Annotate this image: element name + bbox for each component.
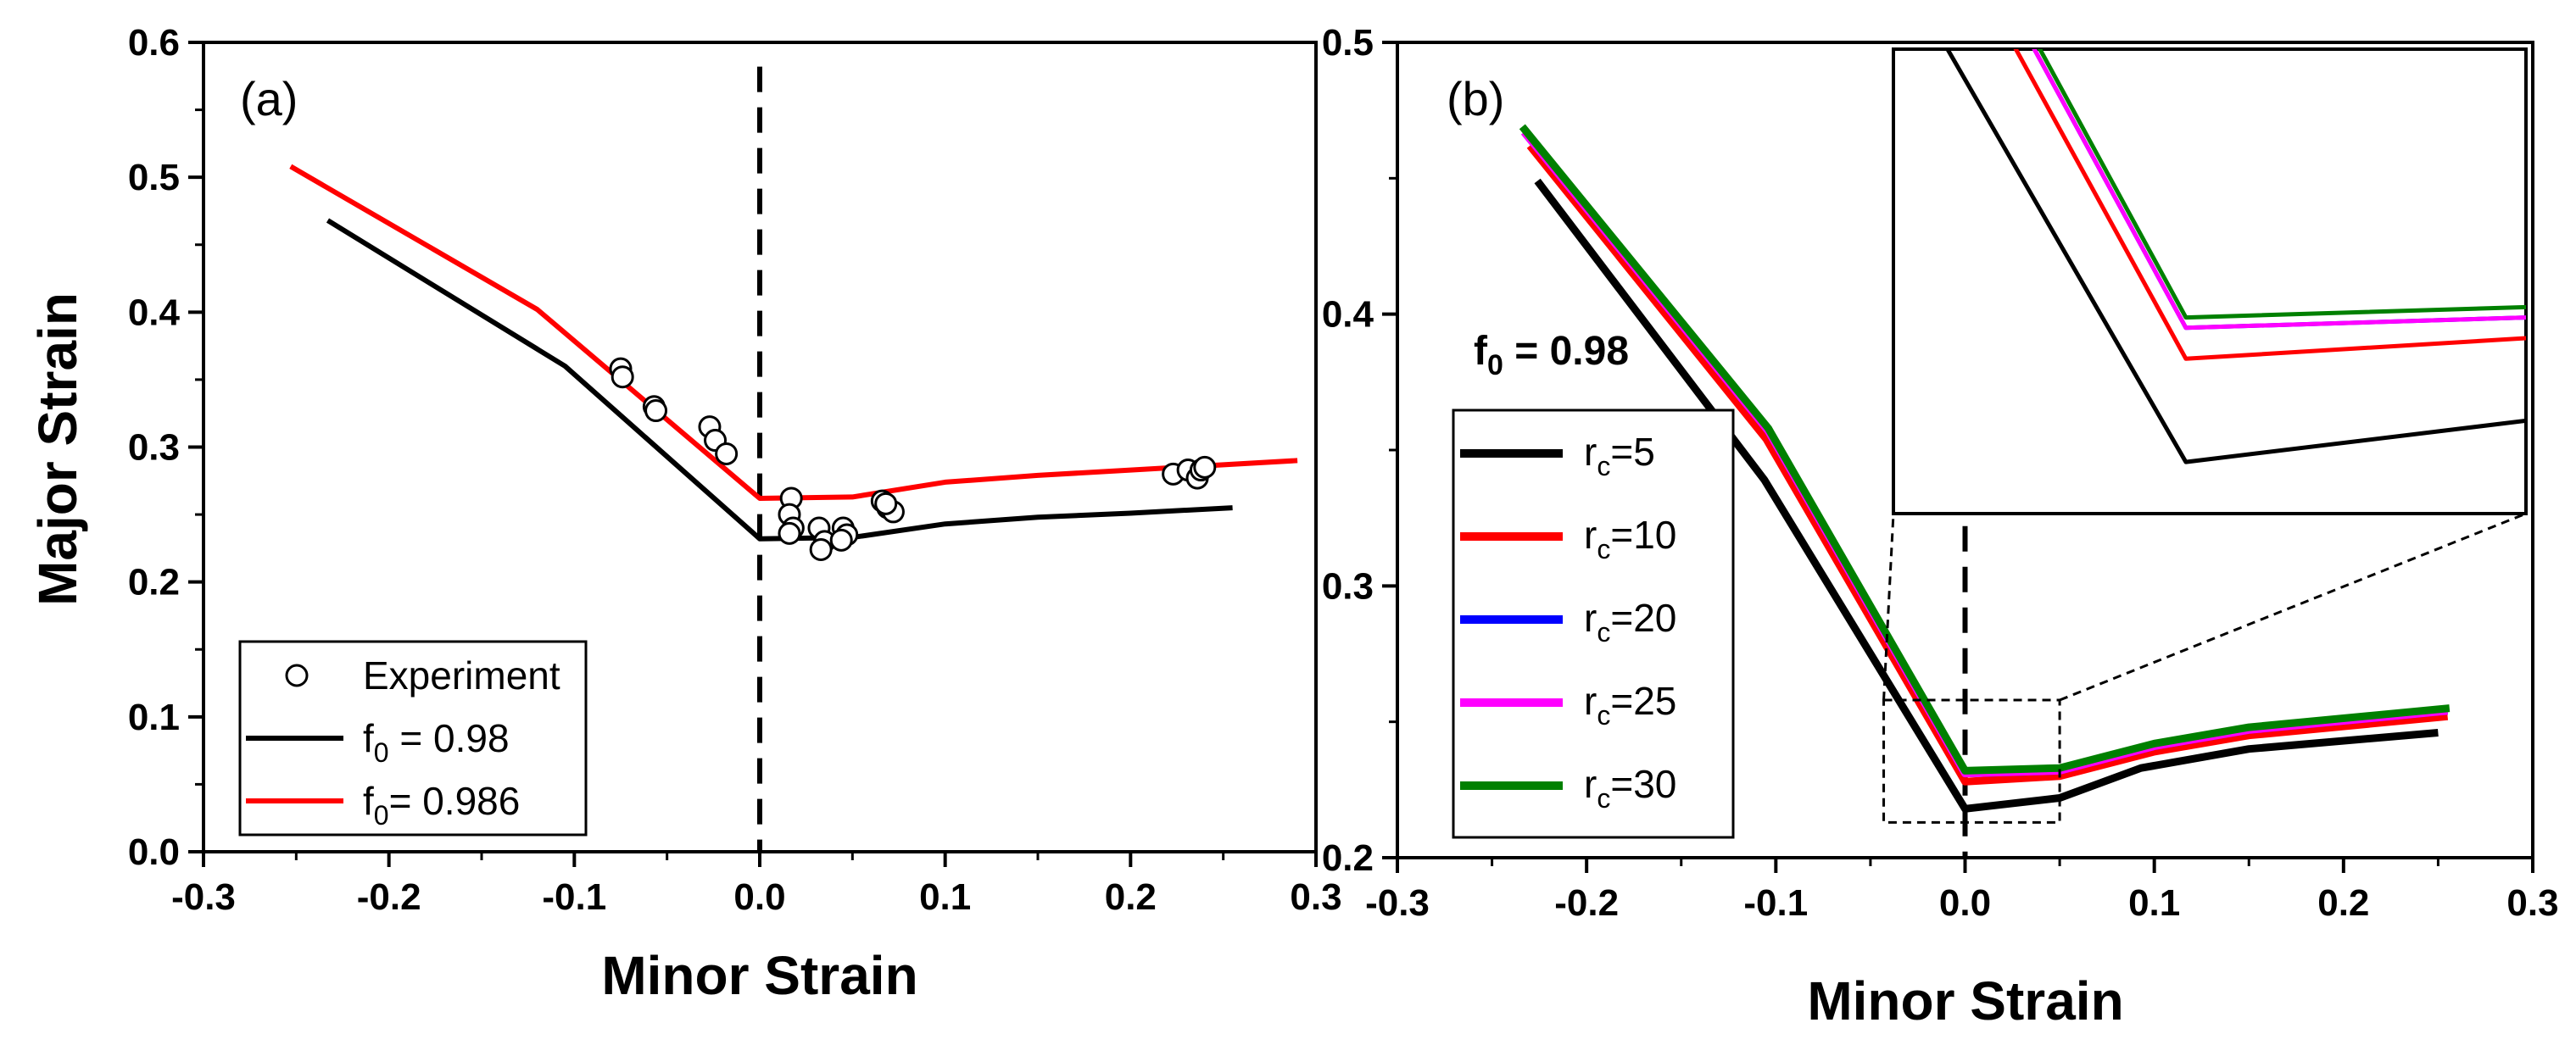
panel-a-series-line: [289, 164, 1298, 501]
f0-annotation-value: = 0.98: [1503, 329, 1629, 374]
panel-a-x-tick-label: 0.1: [919, 876, 971, 918]
legend-experiment-marker: [285, 664, 309, 687]
panel-b-x-tick-label: 0.0: [1939, 882, 1991, 924]
panel-a-plot-area: [289, 66, 1298, 852]
panel-a-x-tick-label: 0.2: [1105, 876, 1157, 918]
panel-b-x-ticks: -0.3 -0.2 -0.1 0.0 0.1 0.2 0.3: [1365, 858, 2559, 924]
legend-entry-label: rc=5: [1584, 430, 1655, 481]
panel-b-x-tick-label: -0.2: [1554, 882, 1619, 924]
panel-b-x-tick-label: -0.3: [1365, 882, 1430, 924]
inset-zoom-plot: [1892, 47, 2528, 515]
f0-annotation: f0 = 0.98: [1474, 329, 1629, 381]
zoom-connector-line: [1882, 513, 1895, 701]
inset-frame: [1892, 47, 2528, 515]
panel-a-x-tick-label: 0.3: [1290, 876, 1341, 918]
experiment-point: [715, 442, 739, 465]
zoom-region-box: [1882, 698, 2061, 824]
legend-entry-label: f0 = 0.98: [363, 716, 510, 768]
panel-a-x-tick-label: 0.0: [733, 876, 785, 918]
panel-b-y-ticks: 0.2 0.3 0.4 0.5: [1322, 22, 1397, 879]
panel-a-y-tick-label: 0.4: [128, 292, 181, 333]
panel-b-y-tick-label: 0.4: [1322, 294, 1374, 336]
panel-a-series-line: [326, 218, 1233, 542]
legend-entry-label: rc=30: [1584, 762, 1676, 814]
panel-a-label: (a): [240, 72, 298, 125]
panel-a-x-axis-label: Minor Strain: [601, 945, 917, 1006]
experiment-point: [1193, 455, 1217, 479]
panel-b-x-tick-label: -0.1: [1743, 882, 1808, 924]
panel-a-y-tick-label: 0.6: [128, 22, 180, 64]
experiment-point: [778, 521, 801, 545]
panel-a-y-tick-label: 0.0: [128, 831, 180, 873]
panel-a-x-tick-label: -0.1: [542, 876, 606, 918]
f0-annotation-sub: 0: [1487, 349, 1503, 381]
legend-entry-label: rc=20: [1584, 596, 1676, 648]
panel-b-y-tick-label: 0.5: [1322, 22, 1374, 64]
panel-a-y-ticks: 0.0 0.1 0.2 0.3 0.4 0.5 0.6: [128, 22, 204, 873]
experiment-point: [644, 399, 668, 423]
panel-a-legend: Experiment f0 = 0.98 f0= 0.986: [238, 640, 588, 837]
panel-b-y-tick-label: 0.2: [1322, 837, 1374, 879]
legend-entry-label: f0= 0.986: [363, 779, 520, 831]
panel-a-x-ticks: -0.3 -0.2 -0.1 0.0 0.1 0.2 0.3: [171, 852, 1342, 918]
legend-entry-label: Experiment: [363, 653, 560, 698]
y-axis-label: Major Strain: [27, 292, 88, 606]
panel-b-x-tick-label: 0.2: [2317, 882, 2369, 924]
f0-annotation-f: f: [1474, 329, 1488, 374]
panel-b-label: (b): [1447, 72, 1504, 125]
panel-b-legend: rc=5 rc=10 rc=20 rc=25 rc=30: [1452, 409, 1735, 839]
panel-a-x-tick-label: -0.3: [171, 876, 236, 918]
panel-a-y-tick-label: 0.5: [128, 157, 180, 198]
experiment-point: [611, 365, 634, 389]
panel-a-y-tick-label: 0.1: [128, 697, 180, 738]
legend-entry-label: rc=25: [1584, 679, 1676, 731]
zoom-indicator: [1882, 512, 2527, 824]
panel-b-x-tick-label: 0.1: [2128, 882, 2180, 924]
zoom-connector-line: [2059, 512, 2527, 702]
panel-a-x-tick-label: -0.2: [357, 876, 421, 918]
experiment-point: [874, 492, 898, 515]
panel-a-y-tick-label: 0.2: [128, 562, 180, 603]
panel-a-y-tick-label: 0.3: [128, 427, 180, 469]
legend-entry-label: rc=10: [1584, 513, 1676, 564]
experiment-point: [809, 537, 833, 561]
panel-b-series-line: [1519, 124, 2451, 775]
panel-b-x-axis-label: Minor Strain: [1807, 970, 2123, 1031]
panel-b-x-tick-label: 0.3: [2506, 882, 2558, 924]
experiment-point: [829, 528, 853, 552]
panel-a: -0.3 -0.2 -0.1 0.0 0.1 0.2 0.3 0.0 0.1 0.2 0.3 0.4…: [27, 22, 1342, 1006]
panel-b-y-tick-label: 0.3: [1322, 565, 1374, 607]
panel-b: -0.3 -0.2 -0.1 0.0 0.1 0.2 0.3 0.2 0.3 0.4 0.5 (b…: [1322, 22, 2559, 1031]
